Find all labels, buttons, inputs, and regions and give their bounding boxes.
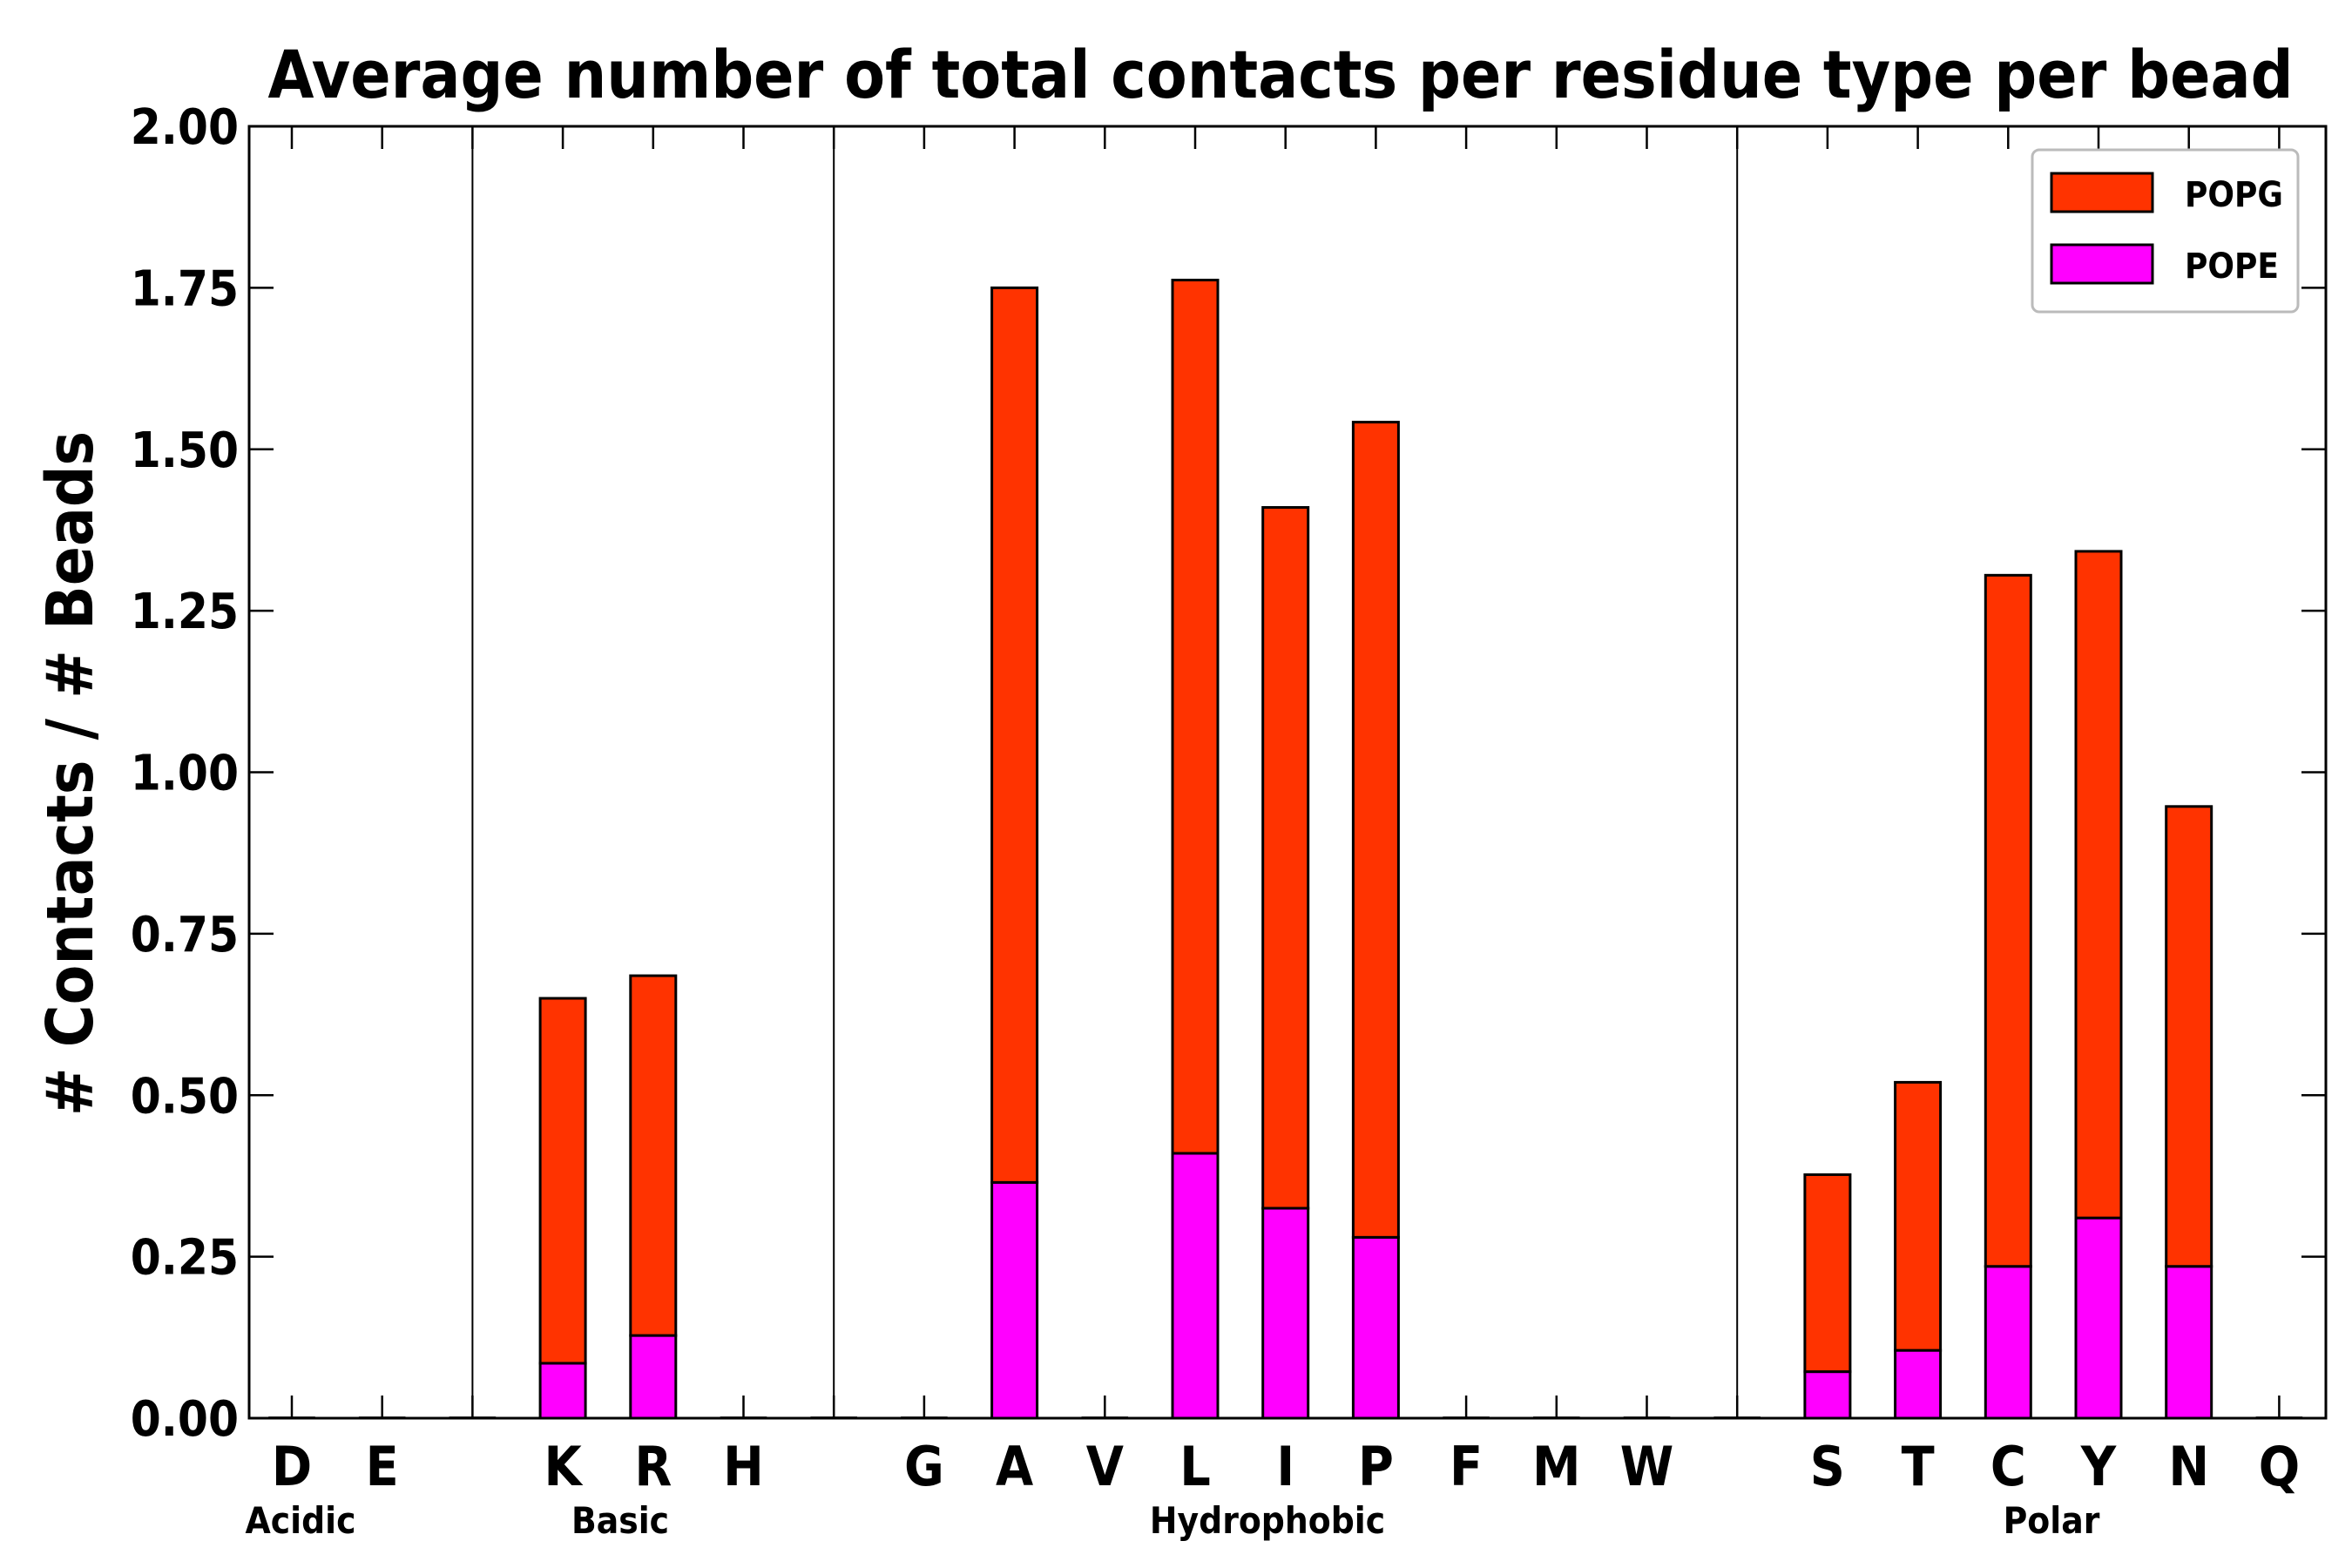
y-tick-label: 2.00 — [131, 99, 239, 156]
group-label-polar: Polar — [2004, 1499, 2100, 1542]
bar-popg-gap — [1713, 1416, 1761, 1419]
bar-popg-N — [2165, 805, 2213, 1268]
bar-pope-P — [1351, 1235, 1400, 1420]
x-tick-label-R: R — [634, 1435, 672, 1498]
group-label-basic: Basic — [571, 1499, 669, 1542]
bar-pope-N — [2165, 1265, 2213, 1420]
x-tick-label-H: H — [723, 1435, 764, 1498]
y-tick-label: 1.00 — [131, 746, 239, 802]
bar-popg-H — [720, 1416, 767, 1419]
x-tick-label-C: C — [1990, 1435, 2026, 1498]
bar-popg-Y — [2074, 550, 2123, 1220]
group-label-acidic: Acidic — [246, 1499, 356, 1542]
bar-popg-G — [901, 1416, 948, 1419]
legend-label-pope: POPE — [2185, 247, 2279, 287]
bar-popg-A — [990, 286, 1039, 1184]
bar-popg-L — [1171, 278, 1220, 1155]
y-tick-label: 0.50 — [131, 1068, 239, 1125]
bar-popg-E — [358, 1416, 406, 1419]
bar-pope-I — [1261, 1206, 1310, 1420]
bar-popg-gap — [810, 1416, 857, 1419]
x-tick-label-M: M — [1532, 1435, 1581, 1498]
x-tick-label-Y: Y — [2080, 1435, 2117, 1498]
plot-area: 0.00 0.25 0.50 0.75 1.00 1.25 1.50 1.75 2.00 D E K R… — [131, 99, 2328, 1542]
x-tick-label-E: E — [366, 1435, 399, 1498]
bar-popg-Q — [2255, 1416, 2303, 1419]
x-tick-label-P: P — [1358, 1435, 1394, 1498]
legend-label-popg: POPG — [2185, 175, 2283, 215]
x-tick-label-T: T — [1902, 1435, 1935, 1498]
chart-title: Average number of total contacts per res… — [267, 36, 2293, 113]
y-tick-label: 0.25 — [131, 1230, 239, 1287]
x-tick-label-N: N — [2168, 1435, 2209, 1498]
bar-pope-K — [538, 1362, 587, 1420]
bar-popg-D — [268, 1416, 315, 1419]
x-tick-label-I: I — [1276, 1435, 1294, 1498]
y-axis-label: # Contacts / # Beads — [33, 431, 108, 1116]
bar-popg-V — [1081, 1416, 1129, 1419]
bar-popg-F — [1443, 1416, 1490, 1419]
y-tick-label: 1.75 — [131, 260, 239, 317]
bar-popg-I — [1261, 505, 1310, 1210]
x-tick-label-V: V — [1086, 1435, 1124, 1498]
legend-swatch-popg — [2050, 172, 2154, 213]
bar-pope-R — [629, 1334, 678, 1420]
bar-pope-C — [1984, 1265, 2032, 1420]
bar-popg-M — [1533, 1416, 1580, 1419]
x-tick-label-A: A — [996, 1435, 1033, 1498]
x-tick-label-Q: Q — [2259, 1435, 2300, 1498]
bar-popg-C — [1984, 573, 2032, 1268]
bar-popg-S — [1803, 1173, 1852, 1374]
y-tick-label: 0.75 — [131, 907, 239, 963]
bar-pope-Y — [2074, 1216, 2123, 1420]
bar-pope-A — [990, 1180, 1039, 1420]
x-tick-label-K: K — [544, 1435, 583, 1498]
bar-pope-S — [1803, 1370, 1852, 1420]
bar-popg-P — [1351, 421, 1400, 1239]
x-tick-label-S: S — [1810, 1435, 1845, 1498]
x-tick-label-D: D — [272, 1435, 312, 1498]
x-tick-label-F: F — [1450, 1435, 1483, 1498]
bar-popg-K — [538, 997, 587, 1365]
y-tick-label: 1.25 — [131, 584, 239, 640]
bar-popg-R — [629, 974, 678, 1337]
bar-popg-W — [1623, 1416, 1671, 1419]
group-label-hydrophobic: Hydrophobic — [1150, 1499, 1385, 1542]
bar-pope-T — [1894, 1348, 1943, 1420]
y-tick-label: 0.00 — [131, 1391, 239, 1448]
bar-pope-L — [1171, 1152, 1220, 1420]
y-tick-label: 1.50 — [131, 422, 239, 479]
legend-swatch-pope — [2050, 243, 2154, 285]
bar-popg-gap — [449, 1416, 497, 1419]
x-tick-label-G: G — [904, 1435, 944, 1498]
x-tick-label-L: L — [1179, 1435, 1211, 1498]
bar-popg-T — [1894, 1080, 1943, 1352]
x-tick-label-W: W — [1620, 1435, 1674, 1498]
